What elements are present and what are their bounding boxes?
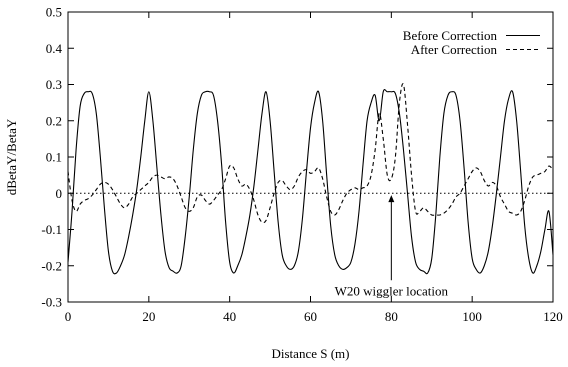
x-tick-label: 100: [462, 309, 482, 324]
series-layer: [67, 83, 554, 275]
ticks-layer: -0.3 -0.2 -0.1 0 0.1 0.2 0.3 0.4 0.5 0 20 40 60 80 100…: [41, 5, 562, 325]
y-tick-label: -0.1: [41, 222, 62, 237]
y-tick-label: 0: [56, 186, 63, 201]
y-tick-label: -0.3: [41, 295, 62, 310]
legend-label-before: Before Correction: [403, 28, 498, 43]
series-line-after-correction: [67, 83, 554, 224]
y-tick-label: 0.1: [46, 150, 62, 165]
legend-label-after: After Correction: [411, 42, 498, 57]
y-tick-label: -0.2: [41, 258, 62, 273]
x-tick-label: 120: [543, 309, 563, 324]
x-tick-label: 60: [304, 309, 317, 324]
annotation: W20 wiggler location: [335, 195, 449, 298]
x-tick-label: 0: [65, 309, 72, 324]
annotation-arrowhead: [388, 195, 395, 203]
annotation-text: W20 wiggler location: [335, 283, 449, 298]
plot-area: -0.3 -0.2 -0.1 0 0.1 0.2 0.3 0.4 0.5 0 20 40 60 80 100…: [41, 5, 562, 325]
x-tick-label: 20: [142, 309, 155, 324]
y-tick-label: 0.4: [46, 41, 63, 56]
y-tick-label: 0.3: [46, 77, 62, 92]
legend: Before Correction After Correction: [403, 28, 540, 57]
y-tick-label: 0.5: [46, 5, 62, 20]
y-axis-title: dBetaY/BetaY: [4, 118, 19, 195]
x-tick-label: 80: [385, 309, 398, 324]
series-line-before-correction: [67, 89, 554, 275]
x-axis-title: Distance S (m): [272, 346, 350, 361]
x-tick-label: 40: [223, 309, 236, 324]
y-tick-label: 0.2: [46, 113, 62, 128]
